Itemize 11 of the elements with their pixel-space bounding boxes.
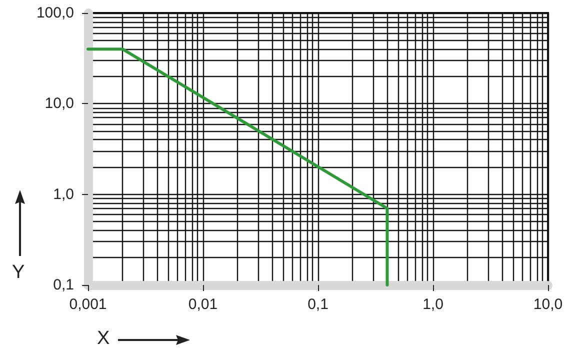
y-tick-label: 10,0 (44, 95, 74, 112)
x-tick-label: 0,001 (69, 296, 107, 313)
x-tick-label: 0,01 (188, 296, 218, 313)
x-tick-label: 1,0 (422, 296, 444, 313)
y-tick-label: 1,0 (53, 186, 74, 203)
y-axis-title: Y (12, 262, 25, 284)
y-tick-label: 100,0 (36, 4, 74, 22)
x-tick-label: 10,0 (533, 296, 563, 313)
x-axis-title: X (97, 328, 110, 350)
x-tick-label: 0,1 (308, 296, 328, 313)
y-tick-label: 0,1 (53, 276, 74, 294)
